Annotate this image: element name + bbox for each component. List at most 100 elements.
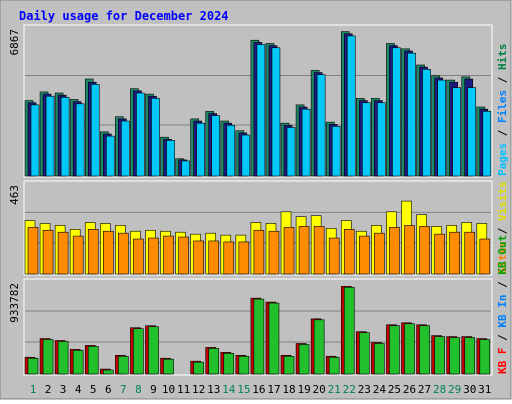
bar-kb-out-day-17 [268,302,280,375]
x-label-day-15: 15 [237,383,250,396]
bar-sites-day-20 [313,226,325,275]
bar-kb-out-day-26 [404,323,415,375]
x-label-day-26: 26 [403,383,416,396]
bar-pages-day-27 [422,69,431,177]
bar-pages-day-19 [301,108,311,177]
bar-sites-day-1 [27,227,39,275]
bar-sites-day-24 [374,232,385,275]
chart-title: Daily usage for December 2024 [19,9,229,23]
panel2-ymax-label: 463 [8,185,21,205]
legend-part: / [496,70,509,90]
bar-kb-out-day-10 [163,358,174,375]
legend-part: Pages [496,143,509,176]
bar-sites-day-27 [419,226,430,275]
bar-pages-day-11 [181,160,190,177]
bar-pages-day-28 [437,79,446,177]
bar-kb-out-day-1 [27,357,39,375]
bar-sites-day-16 [253,229,265,275]
bar-kb-out-day-9 [148,326,159,375]
bar-pages-day-5 [90,84,100,177]
bar-kb-out-day-18 [283,355,295,375]
x-label-day-20: 20 [313,383,326,396]
bar-kb-out-day-31 [479,339,491,375]
bar-pages-day-30 [467,87,477,177]
bar-pages-day-17 [271,47,281,177]
panel2-legend: Sites / Visits [496,181,509,274]
x-label-day-2: 2 [45,383,52,396]
bar-sites-day-11 [178,236,189,275]
bar-kb-out-day-16 [253,298,265,375]
bar-sites-day-14 [223,241,235,275]
bar-kb-out-day-28 [434,336,445,375]
x-label-day-6: 6 [105,383,112,396]
x-label-day-1: 1 [30,383,37,396]
bar-sites-day-12 [193,240,204,275]
x-label-day-3: 3 [60,383,67,396]
bar-pages-day-31 [482,111,492,177]
bar-sites-day-2 [42,229,54,275]
bar-sites-day-8 [133,238,144,275]
x-label-day-18: 18 [282,383,295,396]
bar-kb-out-day-29 [449,337,460,375]
bar-kb-out-day-5 [87,346,99,375]
bar-kb-out-day-4 [72,350,84,375]
bar-pages-day-1 [30,104,40,177]
panel1-legend: Pages / Files / Hits [496,44,509,177]
bar-kb-out-day-6 [103,369,114,375]
bar-pages-day-16 [256,44,266,177]
bar-pages-day-26 [407,52,416,177]
bar-kb-out-day-15 [238,355,250,375]
legend-part: Visits [496,181,509,221]
bar-sites-day-21 [328,237,340,275]
x-label-day-24: 24 [373,383,387,396]
bar-pages-day-23 [362,102,371,177]
x-label-day-19: 19 [297,383,310,396]
bar-sites-day-17 [268,230,280,275]
bar-pages-day-14 [226,125,236,177]
x-label-day-30: 30 [463,383,476,396]
bar-sites-day-22 [343,228,355,275]
bar-pages-day-12 [196,122,205,177]
bar-pages-day-10 [166,140,175,177]
legend-part: / [496,328,509,348]
bar-sites-day-10 [163,235,174,275]
legend-part: Sites [496,241,509,274]
panel3-legend: KB F / KB In / KB Out [496,235,509,374]
bar-sites-day-6 [103,230,114,275]
bar-sites-day-18 [283,227,295,275]
x-label-day-29: 29 [448,383,461,396]
legend-part: Hits [496,44,509,71]
bar-sites-day-26 [404,225,415,275]
bar-kb-out-day-27 [419,325,430,375]
bar-pages-day-25 [392,47,401,177]
bar-pages-day-22 [346,35,356,177]
x-label-day-22: 22 [343,383,356,396]
x-label-day-31: 31 [478,383,491,396]
bar-kb-out-day-22 [343,286,355,375]
bar-kb-out-day-24 [374,343,385,375]
bar-sites-day-5 [87,228,99,275]
x-label-day-4: 4 [75,383,82,396]
bar-pages-day-15 [241,134,251,177]
x-label-day-9: 9 [150,383,157,396]
legend-part: / [496,221,509,241]
bar-sites-day-15 [238,241,250,275]
bar-kb-out-day-19 [298,344,310,375]
bar-kb-out-day-2 [42,339,54,375]
bar-sites-day-23 [359,235,370,275]
legend-part: KB F [496,348,509,375]
x-label-day-25: 25 [388,383,401,396]
legend-part: KB In [496,295,509,328]
bar-sites-day-9 [148,237,159,275]
x-label-day-8: 8 [135,383,142,396]
bar-pages-day-4 [75,103,85,177]
bar-sites-day-7 [118,232,129,275]
bar-kb-out-day-30 [464,337,476,375]
x-label-day-11: 11 [177,383,190,396]
bar-pages-day-2 [45,95,55,177]
bar-kb-out-day-7 [118,355,129,375]
bar-sites-day-4 [72,235,84,275]
x-label-day-7: 7 [120,383,127,396]
x-label-day-27: 27 [418,383,431,396]
